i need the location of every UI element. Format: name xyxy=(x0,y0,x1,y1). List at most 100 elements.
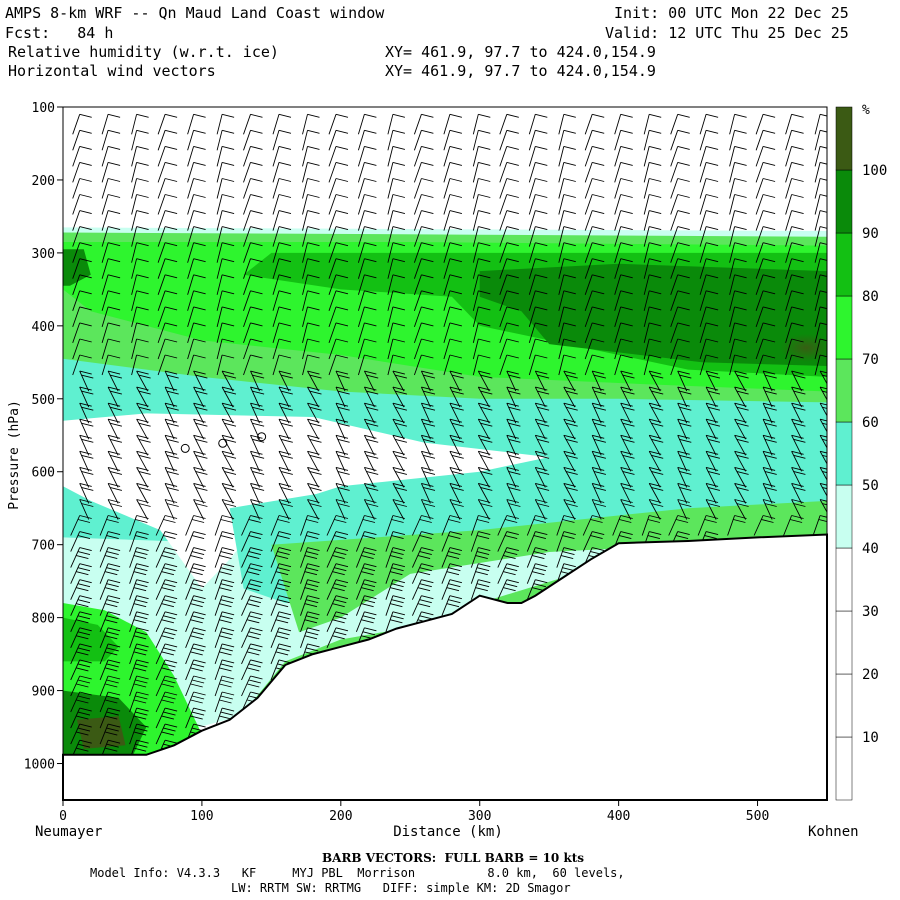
wind-barb-flag xyxy=(79,210,92,215)
wind-barb-flag xyxy=(506,418,519,423)
wind-barb-shaft xyxy=(357,354,365,376)
wind-barb-shaft xyxy=(72,130,81,151)
wind-barb-flag xyxy=(107,402,121,407)
wind-barb-flag xyxy=(193,707,206,712)
wind-barb-flag xyxy=(193,129,206,134)
wind-barb-flag xyxy=(791,210,804,215)
wind-barb-flag xyxy=(449,194,463,198)
wind-barb-shaft xyxy=(443,306,451,328)
wind-barb-flag xyxy=(136,531,149,536)
wind-barb-flag xyxy=(593,374,607,379)
wind-barb-flag xyxy=(164,466,178,471)
wind-barb-shaft xyxy=(328,274,337,295)
wind-barb-shaft xyxy=(413,322,422,344)
wind-barb-flag xyxy=(105,619,118,624)
wind-barb-flag xyxy=(677,434,690,439)
wind-barb-flag xyxy=(77,711,91,716)
wind-barb-flag xyxy=(163,631,176,636)
wind-barb-shaft xyxy=(534,451,546,472)
wind-barb-flag xyxy=(304,619,318,624)
wind-barb-flag xyxy=(449,579,463,584)
colorbar-swatch xyxy=(835,610,853,675)
wind-barb-flag xyxy=(478,113,491,118)
wind-barb-shaft xyxy=(699,338,707,360)
wind-barb-shaft xyxy=(443,258,451,279)
wind-barb-shaft xyxy=(677,403,688,424)
wind-barb-shaft xyxy=(472,258,479,279)
wind-barb-shaft xyxy=(528,274,536,295)
wind-barb-shaft xyxy=(819,435,827,449)
wind-barb-flag xyxy=(821,470,827,474)
wind-barb-flag xyxy=(563,161,576,166)
wind-barb-shaft xyxy=(193,370,205,392)
wind-barb-flag xyxy=(250,258,263,263)
wind-barb-flag xyxy=(107,691,121,696)
wind-barb-flag xyxy=(651,470,664,475)
wind-barb-flag xyxy=(223,422,237,427)
wind-barb-flag xyxy=(677,482,690,487)
wind-barb-shaft xyxy=(164,467,175,488)
wind-barb-shaft xyxy=(136,451,148,472)
wind-barb-flag xyxy=(478,402,491,407)
colorbar-label: 40 xyxy=(862,541,879,557)
wind-barb-flag xyxy=(705,226,719,231)
wind-barb-shaft xyxy=(814,146,821,167)
wind-barb-flag xyxy=(195,390,208,395)
wind-barb-flag xyxy=(278,161,292,166)
wind-barb-flag xyxy=(734,290,747,295)
wind-barb-flag xyxy=(480,406,493,411)
wind-barb-flag xyxy=(563,210,576,215)
wind-barb-flag xyxy=(223,454,237,459)
wind-barb-flag xyxy=(677,386,690,391)
wind-barb-flag xyxy=(135,679,148,684)
wind-barb-shaft xyxy=(413,242,422,263)
wind-barb-shaft xyxy=(614,194,622,215)
wind-barb-shaft xyxy=(70,659,81,681)
wind-barb-flag xyxy=(306,567,319,572)
wind-barb-shaft xyxy=(70,595,81,616)
wind-barb-shaft xyxy=(99,563,109,584)
wind-barb-shaft xyxy=(131,114,138,135)
wind-barb-flag xyxy=(79,129,92,134)
wind-barb-flag xyxy=(478,386,491,391)
wind-barb-shaft xyxy=(449,499,461,520)
wind-barb-flag xyxy=(422,422,436,427)
wind-barb-flag xyxy=(278,531,292,536)
wind-barb-flag xyxy=(620,515,633,519)
wind-barb-flag xyxy=(136,161,149,166)
wind-barb-flag xyxy=(193,402,206,407)
wind-barb-shaft xyxy=(584,322,593,344)
wind-barb-flag xyxy=(506,434,519,439)
plot-frame xyxy=(62,106,828,801)
wind-barb-shaft xyxy=(584,274,593,295)
wind-barb-shaft xyxy=(216,210,223,231)
wind-barb-shaft xyxy=(413,130,422,151)
wind-barb-shaft xyxy=(643,114,650,135)
wind-barb-flag xyxy=(193,499,206,503)
wind-barb-flag xyxy=(508,406,521,411)
wind-barb-flag xyxy=(508,438,521,443)
wind-barb-shaft xyxy=(814,338,821,360)
wind-barb-flag xyxy=(819,161,827,165)
wind-barb-flag xyxy=(166,374,179,379)
wind-barb-shaft xyxy=(729,178,736,199)
wind-barb-flag xyxy=(335,354,349,359)
terrain-surface xyxy=(62,533,828,801)
wind-barb-flag xyxy=(79,370,92,375)
wind-barb-flag xyxy=(223,374,237,379)
wind-barb-flag xyxy=(593,406,607,411)
wind-barb-shaft xyxy=(648,402,661,424)
x-axis-label: Distance (km) xyxy=(393,824,503,840)
wind-barb-shaft xyxy=(187,146,195,167)
wind-barb-flag xyxy=(133,587,147,592)
wind-barb-shaft xyxy=(584,178,593,199)
wind-barb-flag xyxy=(364,547,377,552)
wind-barb-shaft xyxy=(363,370,375,392)
wind-barb-flag xyxy=(649,178,662,182)
wind-barb-shaft xyxy=(558,178,565,199)
wind-barb-shaft xyxy=(272,258,280,279)
wind-barb-flag xyxy=(135,599,148,604)
wind-barb-flag xyxy=(421,515,434,519)
wind-barb-flag xyxy=(250,194,263,198)
wind-barb-shaft xyxy=(79,370,90,392)
